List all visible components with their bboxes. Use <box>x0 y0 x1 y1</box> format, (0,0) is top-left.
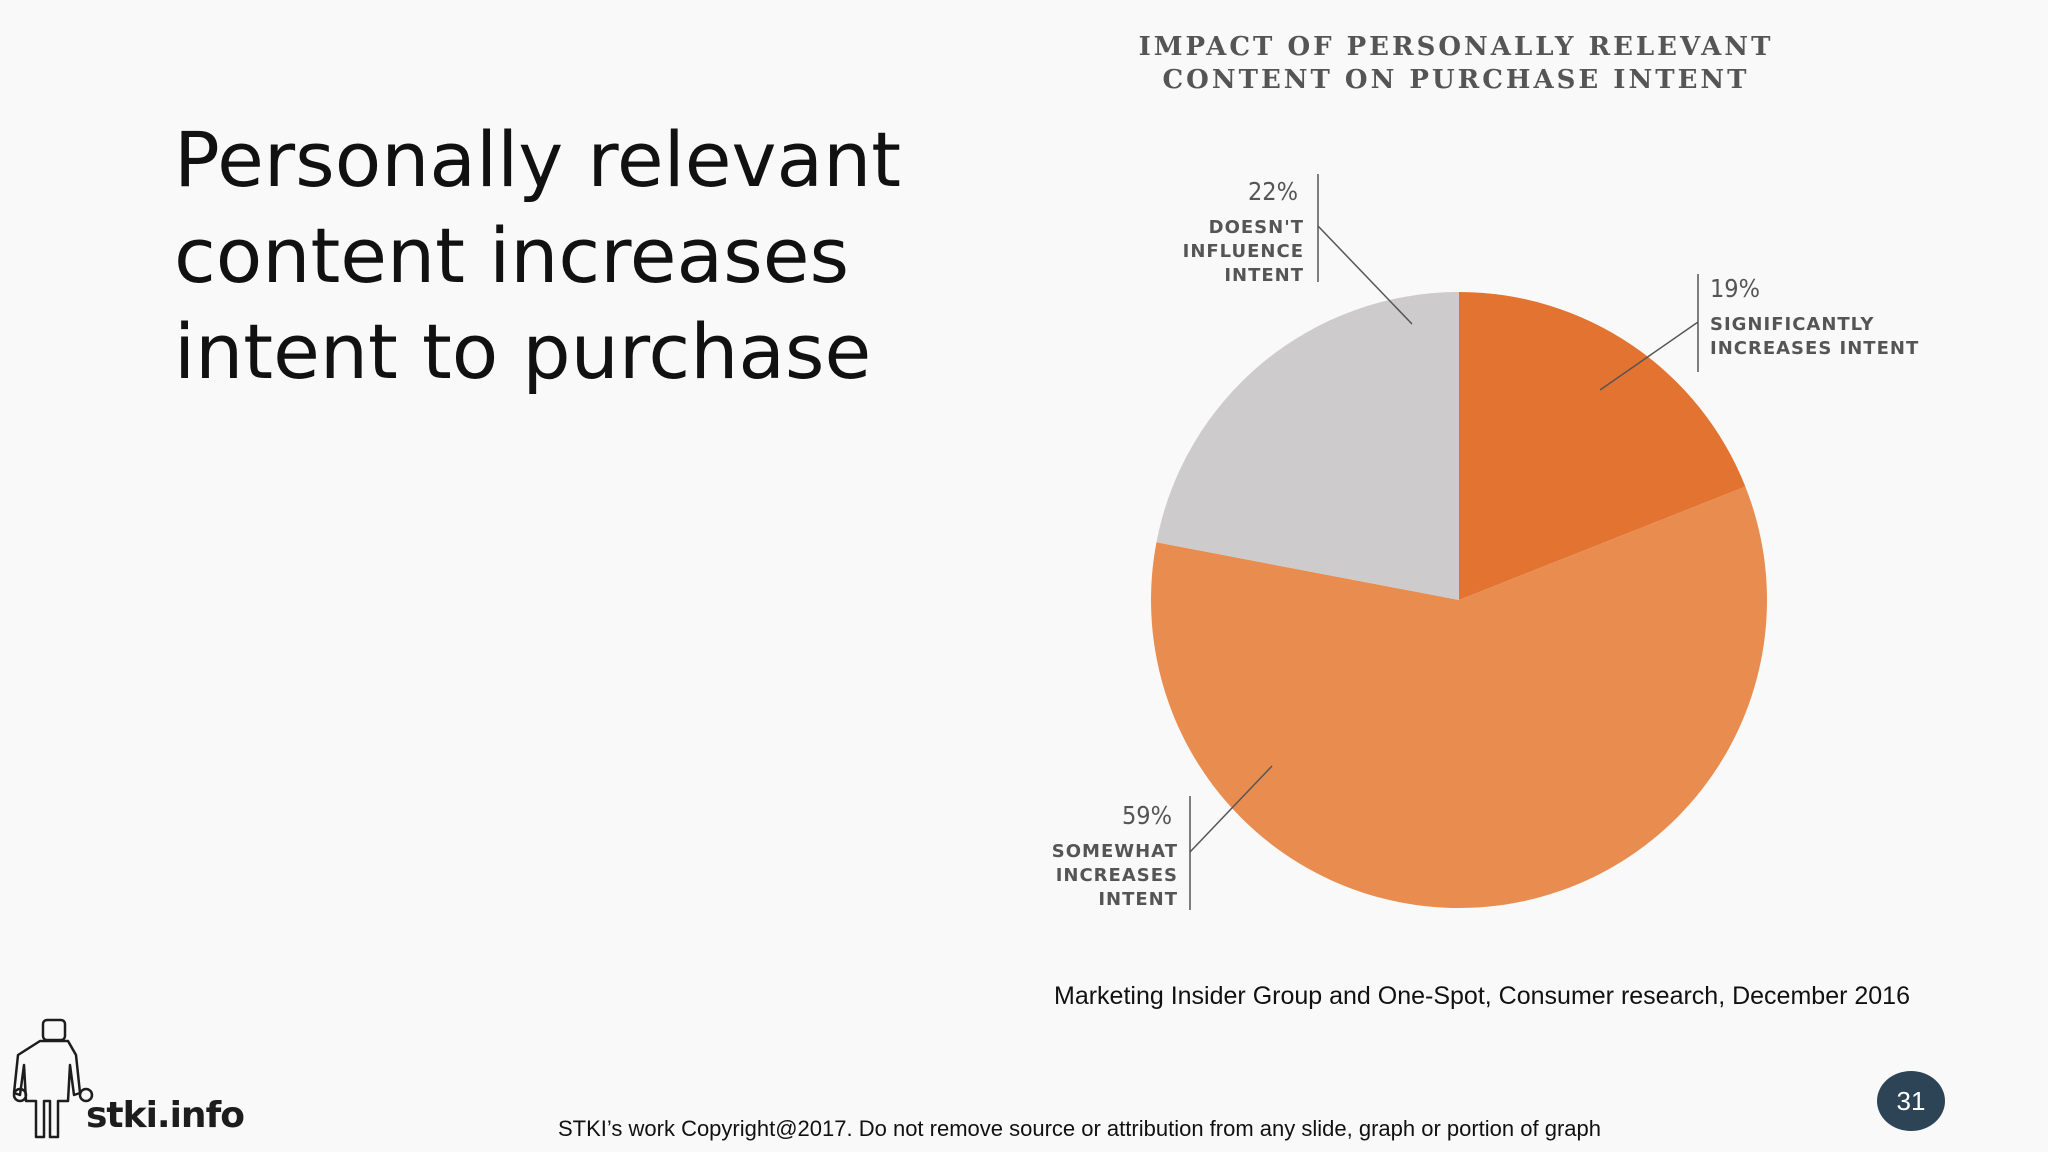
copyright-notice: STKI’s work Copyright@2017. Do not remov… <box>558 1116 1601 1141</box>
slice-label-line: INCREASES <box>1056 865 1178 886</box>
pie-slices <box>1151 292 1768 909</box>
page-number-badge: 31 <box>1877 1071 1945 1131</box>
slice-label-line: INCREASES INTENT <box>1710 338 1919 359</box>
pie-slice-significantly <box>1459 292 1746 600</box>
leader-line <box>1599 321 1699 391</box>
pie-slice-somewhat <box>1151 486 1768 909</box>
leader-line <box>1317 225 1413 325</box>
pie-slice-doesnt-influence <box>1156 292 1459 600</box>
slide-heading: Personally relevant content increases in… <box>174 112 934 400</box>
slice-percent-label: 59% <box>1122 801 1172 830</box>
heading-line-1: Personally relevant <box>174 115 902 204</box>
heading-line-3: intent to purchase <box>174 307 872 396</box>
slice-label-significantly: 19% SIGNIFICANTLY INCREASES INTENT <box>1599 274 1919 391</box>
slice-label-somewhat: 59% SOMEWHAT INCREASES INTENT <box>1052 765 1273 910</box>
slice-label-line: INTENT <box>1224 265 1304 286</box>
stki-logo-figure-icon <box>12 1018 94 1139</box>
chart-title-line-1: IMPACT OF PERSONALLY RELEVANT <box>1139 32 1774 62</box>
chart-title-line-2: CONTENT ON PURCHASE INTENT <box>1162 65 1749 95</box>
slice-label-line: SIGNIFICANTLY <box>1710 314 1874 335</box>
slice-percent-label: 22% <box>1248 177 1298 206</box>
leader-line <box>1189 765 1273 853</box>
slice-label-line: DOESN'T <box>1209 217 1304 238</box>
slice-label-line: INFLUENCE <box>1183 241 1304 262</box>
heading-line-2: content increases <box>174 211 850 300</box>
source-note: Marketing Insider Group and One-Spot, Co… <box>1054 982 1910 1010</box>
slice-percent-label: 19% <box>1710 274 1760 303</box>
slice-label-line: SOMEWHAT <box>1052 841 1178 862</box>
slice-label-line: INTENT <box>1098 889 1178 910</box>
stki-logo-text: stki.info <box>86 1095 245 1136</box>
slice-label-doesnt-influence: 22% DOESN'T INFLUENCE INTENT <box>1183 174 1413 325</box>
